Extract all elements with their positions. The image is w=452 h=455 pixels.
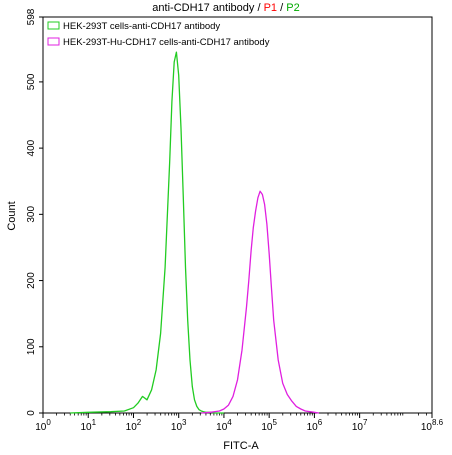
y-tick-label: 500 <box>26 73 37 90</box>
series-line-2 <box>201 190 319 414</box>
series-line-1 <box>70 51 224 414</box>
y-tick-label: 100 <box>26 338 37 355</box>
legend-label-series-1: HEK-293T cells-anti-CDH17 antibody <box>63 21 220 32</box>
y-axis-title: Count <box>6 201 18 230</box>
chart-title-sep1: / <box>254 2 263 14</box>
chart-title-p1: P1 <box>264 2 277 14</box>
legend: HEK-293T cells-anti-CDH17 antibody HEK-2… <box>47 21 270 48</box>
x-tick-label: 107 <box>352 418 368 433</box>
chart-title-p2: P2 <box>286 2 299 14</box>
y-tick-label: 200 <box>26 272 37 289</box>
chart-title-sep2: / <box>277 2 286 14</box>
y-tick-label: 300 <box>26 206 37 223</box>
x-tick-label: 102 <box>126 418 142 433</box>
x-tick-label: 103 <box>171 418 187 433</box>
legend-swatch-series-1 <box>47 21 60 30</box>
x-tick-label: 104 <box>216 418 232 433</box>
x-tick-label: 100 <box>35 418 51 433</box>
legend-label-series-2: HEK-293T-Hu-CDH17 cells-anti-CDH17 antib… <box>63 37 270 48</box>
chart-title-main: anti-CDH17 antibody <box>152 2 255 14</box>
plot-frame <box>42 16 433 414</box>
chart-title: anti-CDH17 antibody / P1 / P2 <box>152 2 299 14</box>
y-tick-label: 0 <box>26 410 37 416</box>
x-tick-label: 106 <box>307 418 323 433</box>
x-tick-label: 101 <box>80 418 96 433</box>
y-tick-label: 598 <box>26 8 37 25</box>
x-tick-label: 108.6 <box>421 418 444 433</box>
x-tick-label: 105 <box>261 418 277 433</box>
legend-swatch-series-2 <box>47 37 60 46</box>
y-tick-label: 400 <box>26 139 37 156</box>
plot-area: 0 100 200 300 400 500 598 100 101 102 103 104 105 106… <box>26 8 444 433</box>
x-axis-title: FITC-A <box>223 440 259 452</box>
